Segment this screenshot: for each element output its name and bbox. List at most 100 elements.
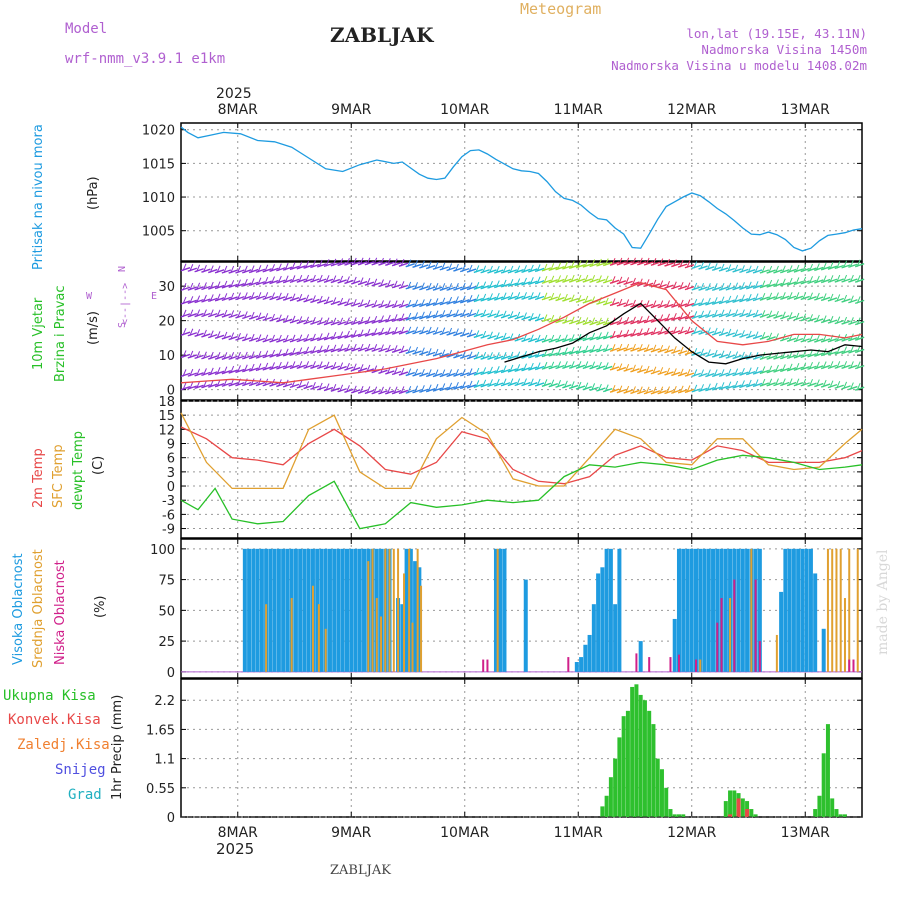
wind-barb [269,279,279,285]
wind-barb [602,261,613,267]
wind-barb-flag [420,385,425,393]
wind-barb-flag [414,260,418,268]
wind-barb [425,330,436,335]
wind-barb [296,278,306,283]
wind-barb-flag [352,276,357,285]
wind-barb [827,278,838,283]
precip-bar [651,724,656,817]
wind-barb [623,280,633,286]
wind-barb [780,315,790,320]
wind-barb-flag [570,361,575,369]
top-day-label: 9MAR [331,102,372,118]
wind-barb [562,278,572,283]
wind-barb-flag [291,275,296,283]
wind-barb [786,337,797,342]
wind-barb [364,319,375,325]
wind-barb-flag [836,316,841,324]
wind-barb [316,336,327,342]
wind-barb [316,278,327,283]
wind-barb-flag [298,294,303,302]
wind-barb-flag [475,281,480,290]
wind-barb-flag [332,361,337,370]
wind-barb-flag [734,329,739,337]
wind-barb-flag [856,361,861,369]
wind-barb [473,355,484,360]
cloud-bar [420,585,423,672]
wind-barb-flag [577,274,582,283]
wind-barb [262,295,272,301]
wind-barb [453,286,463,291]
wind-barb [221,370,232,375]
wind-barb-flag [597,383,602,392]
wind-barb-flag [454,263,459,272]
cloud-bar [259,548,264,672]
wind-barb [534,280,545,285]
precip-bar [842,814,847,817]
wind-barb [596,365,606,370]
wind-barb-flag [652,300,657,308]
wind-barb-flag [182,369,187,377]
wind-barb [242,314,252,320]
wind-barb-flag [584,317,589,325]
wind-barb [432,372,443,378]
wind-barb [255,337,266,343]
conv-precip-label: Konvek.Kisa [8,712,101,728]
wind-barb-flag [230,310,235,318]
wind-barb-flag [414,326,418,334]
wind-barb-flag [373,328,378,336]
wind-barb-flag [345,317,350,325]
wind-barb [800,280,810,285]
wind-barb [446,372,456,378]
wind-barb-flag [625,299,630,307]
wind-barb [208,333,218,339]
wind-barb [357,389,368,394]
wind-barb [555,338,565,343]
wind-barb-flag [448,369,453,377]
wind-barb [310,349,320,354]
wind-barb-flag [373,257,378,266]
wind-barb-flag [298,347,303,355]
wind-barb-flag [468,351,473,359]
wind-barb-flag [216,293,221,302]
wind-barb-flag [339,384,344,392]
wind-barb-flag [434,283,439,291]
cloud-bar [336,548,341,672]
cloud-bar [486,659,489,672]
wind-barb [242,368,252,373]
wind-barb [323,262,334,268]
wind-barb-flag [849,345,854,354]
temp-unit: (C) [91,456,106,475]
wind-barb [834,337,844,343]
wind-barb-flag [237,310,241,319]
wind-barb [698,352,708,357]
wind-barb-flag [257,312,262,320]
wind-barb [248,337,259,342]
wind-barb [555,364,565,370]
wind-barb-flag [775,279,779,287]
wind-barb [262,366,272,371]
wind-barb-flag [747,330,752,339]
wind-barb-flag [611,362,616,371]
wind-barb-flag [298,261,303,270]
wind-barb [425,351,436,357]
wind-barb [385,330,395,336]
wind-barb [439,266,450,271]
wind-barb [637,319,647,324]
wind-barb [650,303,661,309]
wind-barb-flag [659,258,664,266]
wind-barb [378,282,388,288]
wind-barb-flag [727,381,732,389]
wind-barb [316,364,327,370]
wind-barb [419,302,429,308]
wind-barb-flag [461,381,466,389]
wind-barb-flag [618,385,623,393]
ytick-label: 0 [167,811,175,826]
pressure-unit: (hPa) [86,176,101,210]
wind-barb [378,318,388,324]
wind-barb [541,267,552,272]
precip-bar [668,809,673,817]
wind-barb-flag [720,309,725,317]
wind-barb [262,280,272,285]
wind-barb [766,269,776,274]
cloud-bar [583,644,588,672]
